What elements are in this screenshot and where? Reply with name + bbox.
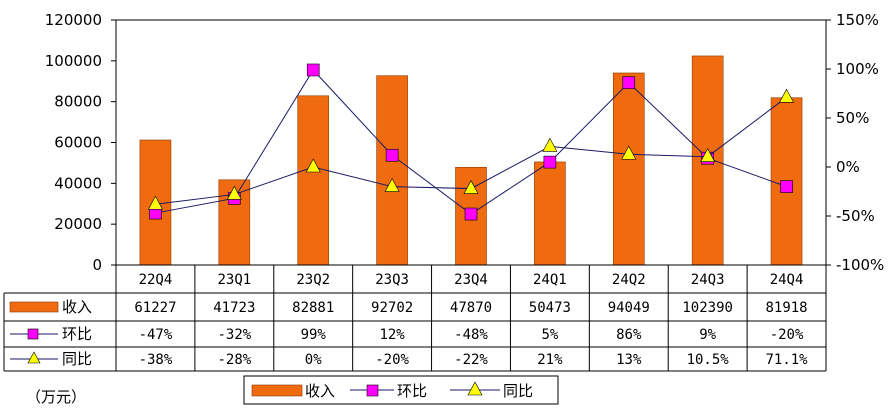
left-axis-tick-label: 0 [92, 256, 102, 274]
legend-revenue-label: 收入 [305, 382, 335, 400]
yoy-point [384, 177, 400, 192]
qoq-value: -48% [454, 327, 488, 343]
right-axis-tick-label: 150% [836, 11, 879, 29]
left-axis-tick-label: 100000 [45, 52, 102, 70]
revenue-value: 82881 [292, 300, 334, 316]
left-axis-tick-label: 20000 [54, 215, 102, 233]
qoq-point [622, 76, 636, 90]
left-axis-tick-label: 80000 [54, 93, 102, 111]
qoq-row-label: 环比 [62, 325, 92, 343]
qoq-value: 99% [301, 327, 327, 343]
qoq-row-key-marker [27, 328, 39, 340]
qoq-point [543, 155, 557, 169]
category-label: 23Q2 [296, 272, 330, 288]
yoy-point [305, 158, 321, 173]
right-axis-tick-label: 50% [836, 109, 869, 127]
legend-qoq-marker [366, 384, 379, 397]
right-axis-tick-label: 100% [836, 60, 879, 78]
revenue-value: 94049 [608, 300, 650, 316]
revenue-value: 81918 [765, 300, 807, 316]
yoy-value: 21% [537, 352, 563, 368]
revenue-bar [376, 75, 408, 266]
yoy-value: 0% [305, 352, 322, 368]
category-label: 24Q2 [612, 272, 646, 288]
qoq-value: -20% [770, 327, 804, 343]
qoq-value: 12% [379, 327, 405, 343]
category-label: 22Q4 [139, 272, 173, 288]
left-axis-tick-label: 120000 [45, 11, 102, 29]
revenue-value: 47870 [450, 300, 492, 316]
qoq-value: 86% [616, 327, 642, 343]
right-axis-tick-label: -50% [836, 207, 875, 225]
yoy-point [463, 179, 479, 194]
legend-revenue-swatch [251, 384, 303, 397]
yoy-point [700, 148, 716, 163]
right-axis-tick-label: 0% [836, 158, 860, 176]
yoy-value: -20% [375, 352, 409, 368]
revenue-value: 41723 [213, 300, 255, 316]
revenue-bar [297, 95, 330, 266]
revenue-value: 50473 [529, 300, 571, 316]
left-axis-tick-label: 40000 [54, 174, 102, 192]
qoq-value: -47% [139, 327, 173, 343]
yoy-row-label: 同比 [62, 350, 92, 368]
qoq-point [306, 63, 320, 77]
legend-yoy-label: 同比 [503, 382, 533, 400]
yoy-point [542, 137, 558, 152]
qoq-point [780, 180, 793, 193]
yoy-point [147, 195, 163, 210]
revenue-value: 102390 [682, 300, 733, 316]
legend-yoy-marker [467, 381, 483, 396]
yoy-row-key-marker [27, 351, 41, 364]
yoy-value: 13% [616, 352, 642, 368]
revenue-value: 92702 [371, 300, 413, 316]
yoy-point [779, 88, 795, 103]
category-label: 23Q4 [454, 272, 488, 288]
right-axis-tick-label: -100% [836, 256, 884, 274]
category-label: 23Q3 [375, 272, 409, 288]
qoq-value: 9% [699, 327, 716, 343]
revenue-row-key [9, 301, 59, 313]
yoy-value: 71.1% [765, 352, 808, 368]
qoq-point [464, 207, 478, 221]
category-label: 23Q1 [217, 272, 251, 288]
yoy-point [226, 185, 242, 200]
revenue-bar [612, 72, 645, 266]
qoq-value: -32% [217, 327, 251, 343]
category-label: 24Q4 [770, 272, 804, 288]
legend-qoq-label: 环比 [397, 382, 427, 400]
yoy-value: 10.5% [687, 352, 730, 368]
left-axis-tick-label: 60000 [54, 134, 102, 152]
revenue-bar [534, 161, 566, 266]
yoy-value: -38% [139, 352, 173, 368]
category-label: 24Q1 [533, 272, 567, 288]
category-label: 24Q3 [691, 272, 725, 288]
yoy-value: -28% [217, 352, 251, 368]
revenue-row-label: 收入 [62, 298, 92, 316]
qoq-value: 5% [541, 327, 558, 343]
revenue-value: 61227 [134, 300, 176, 316]
yoy-value: -22% [454, 352, 488, 368]
yoy-point [621, 145, 637, 160]
unit-label: （万元） [26, 388, 86, 406]
qoq-point [385, 148, 399, 162]
